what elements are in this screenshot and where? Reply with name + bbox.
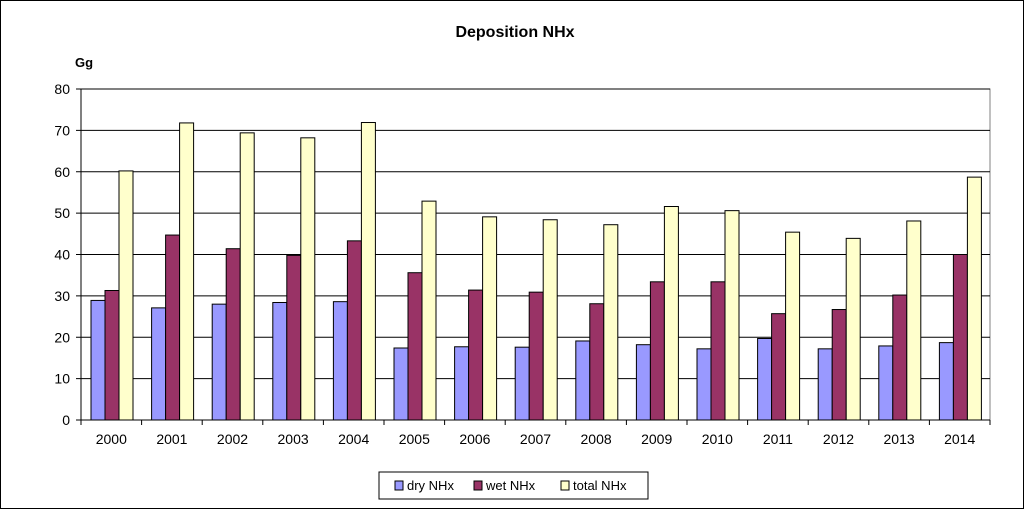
- bar-total-nhx-2007: [542, 219, 558, 421]
- legend-swatch-dry-nhx: [394, 480, 404, 491]
- bar-wet-nhx-2014: [952, 254, 968, 421]
- legend-label-total-nhx: total NHx: [573, 478, 627, 493]
- y-tick-label-50: 50: [54, 205, 70, 221]
- bar-dry-nhx-2014: [938, 342, 954, 421]
- bar-wet-nhx-2002: [225, 248, 241, 421]
- x-tick-label-2009: 2009: [641, 431, 672, 447]
- x-tick-label-2006: 2006: [459, 431, 490, 447]
- bar-wet-nhx-2003: [286, 254, 302, 421]
- bar-total-nhx-2000: [118, 170, 134, 421]
- y-tick-label-40: 40: [54, 247, 70, 263]
- bar-total-nhx-2003: [300, 137, 316, 421]
- bar-dry-nhx-2012: [817, 348, 833, 421]
- bar-dry-nhx-2011: [757, 337, 773, 421]
- bar-wet-nhx-2001: [165, 234, 181, 421]
- legend-swatch-wet-nhx: [473, 480, 483, 491]
- bar-total-nhx-2005: [421, 200, 437, 421]
- bar-dry-nhx-2000: [90, 299, 106, 421]
- bar-total-nhx-2013: [906, 220, 922, 421]
- y-tick-label-20: 20: [54, 329, 70, 345]
- legend: dry NHx wet NHx total NHx: [378, 471, 649, 500]
- bar-dry-nhx-2010: [696, 348, 712, 421]
- bar-wet-nhx-2000: [104, 289, 120, 421]
- bar-dry-nhx-2006: [454, 346, 470, 421]
- bar-wet-nhx-2005: [407, 272, 423, 421]
- bar-wet-nhx-2004: [346, 240, 362, 421]
- x-tick-label-2012: 2012: [823, 431, 854, 447]
- x-tick-label-2007: 2007: [520, 431, 551, 447]
- x-tick-label-2013: 2013: [884, 431, 915, 447]
- bar-wet-nhx-2009: [649, 281, 665, 421]
- bar-total-nhx-2001: [179, 122, 195, 421]
- bar-total-nhx-2002: [239, 132, 255, 421]
- x-tick-label-2014: 2014: [944, 431, 975, 447]
- legend-swatch-total-nhx: [560, 480, 570, 491]
- y-axis-unit-label: Gg: [75, 55, 93, 70]
- bar-total-nhx-2010: [724, 210, 740, 421]
- bar-dry-nhx-2005: [393, 347, 409, 421]
- bar-wet-nhx-2008: [589, 303, 605, 421]
- y-tick-label-80: 80: [54, 81, 70, 97]
- x-tick-label-2008: 2008: [581, 431, 612, 447]
- bar-dry-nhx-2009: [635, 344, 651, 421]
- bar-wet-nhx-2011: [771, 313, 787, 421]
- chart-title: Deposition NHx: [455, 24, 574, 41]
- bar-dry-nhx-2003: [272, 301, 288, 421]
- bar-wet-nhx-2007: [528, 291, 544, 421]
- x-tick-label-2000: 2000: [96, 431, 127, 447]
- legend-box: [378, 471, 649, 500]
- bar-total-nhx-2008: [603, 224, 619, 421]
- bar-dry-nhx-2008: [575, 340, 591, 421]
- bar-dry-nhx-2004: [332, 301, 348, 421]
- bar-total-nhx-2004: [360, 122, 376, 421]
- y-tick-label-60: 60: [54, 164, 70, 180]
- x-tick-label-2011: 2011: [763, 431, 793, 447]
- legend-label-wet-nhx: wet NHx: [485, 478, 536, 493]
- bar-wet-nhx-2010: [710, 281, 726, 421]
- legend-label-dry-nhx: dry NHx: [407, 478, 454, 493]
- x-tick-label-2010: 2010: [702, 431, 733, 447]
- bar-total-nhx-2006: [482, 216, 498, 421]
- bar-wet-nhx-2012: [831, 309, 847, 421]
- x-tick-label-2003: 2003: [278, 431, 309, 447]
- x-tick-label-2001: 2001: [156, 431, 187, 447]
- x-tick-label-2005: 2005: [399, 431, 430, 447]
- x-tick-label-2004: 2004: [338, 431, 369, 447]
- axes: 0 10 20 30 40 50 60 70 80 2000 2001 2002 2003 2004 200…: [54, 81, 991, 447]
- bar-total-nhx-2009: [663, 206, 679, 421]
- bar-wet-nhx-2006: [468, 289, 484, 421]
- bar-dry-nhx-2013: [878, 345, 894, 421]
- y-tick-label-10: 10: [54, 371, 70, 387]
- bar-dry-nhx-2001: [151, 307, 167, 421]
- bar-total-nhx-2011: [785, 231, 801, 421]
- bar-dry-nhx-2007: [514, 346, 530, 421]
- y-tick-label-70: 70: [54, 122, 70, 138]
- x-tick-label-2002: 2002: [217, 431, 248, 447]
- y-tick-label-30: 30: [54, 288, 70, 304]
- y-tick-label-0: 0: [62, 412, 70, 428]
- bar-total-nhx-2012: [845, 237, 861, 421]
- bars: [90, 122, 982, 421]
- bar-dry-nhx-2002: [211, 303, 227, 421]
- bar-total-nhx-2014: [966, 176, 982, 421]
- bar-wet-nhx-2013: [892, 294, 908, 421]
